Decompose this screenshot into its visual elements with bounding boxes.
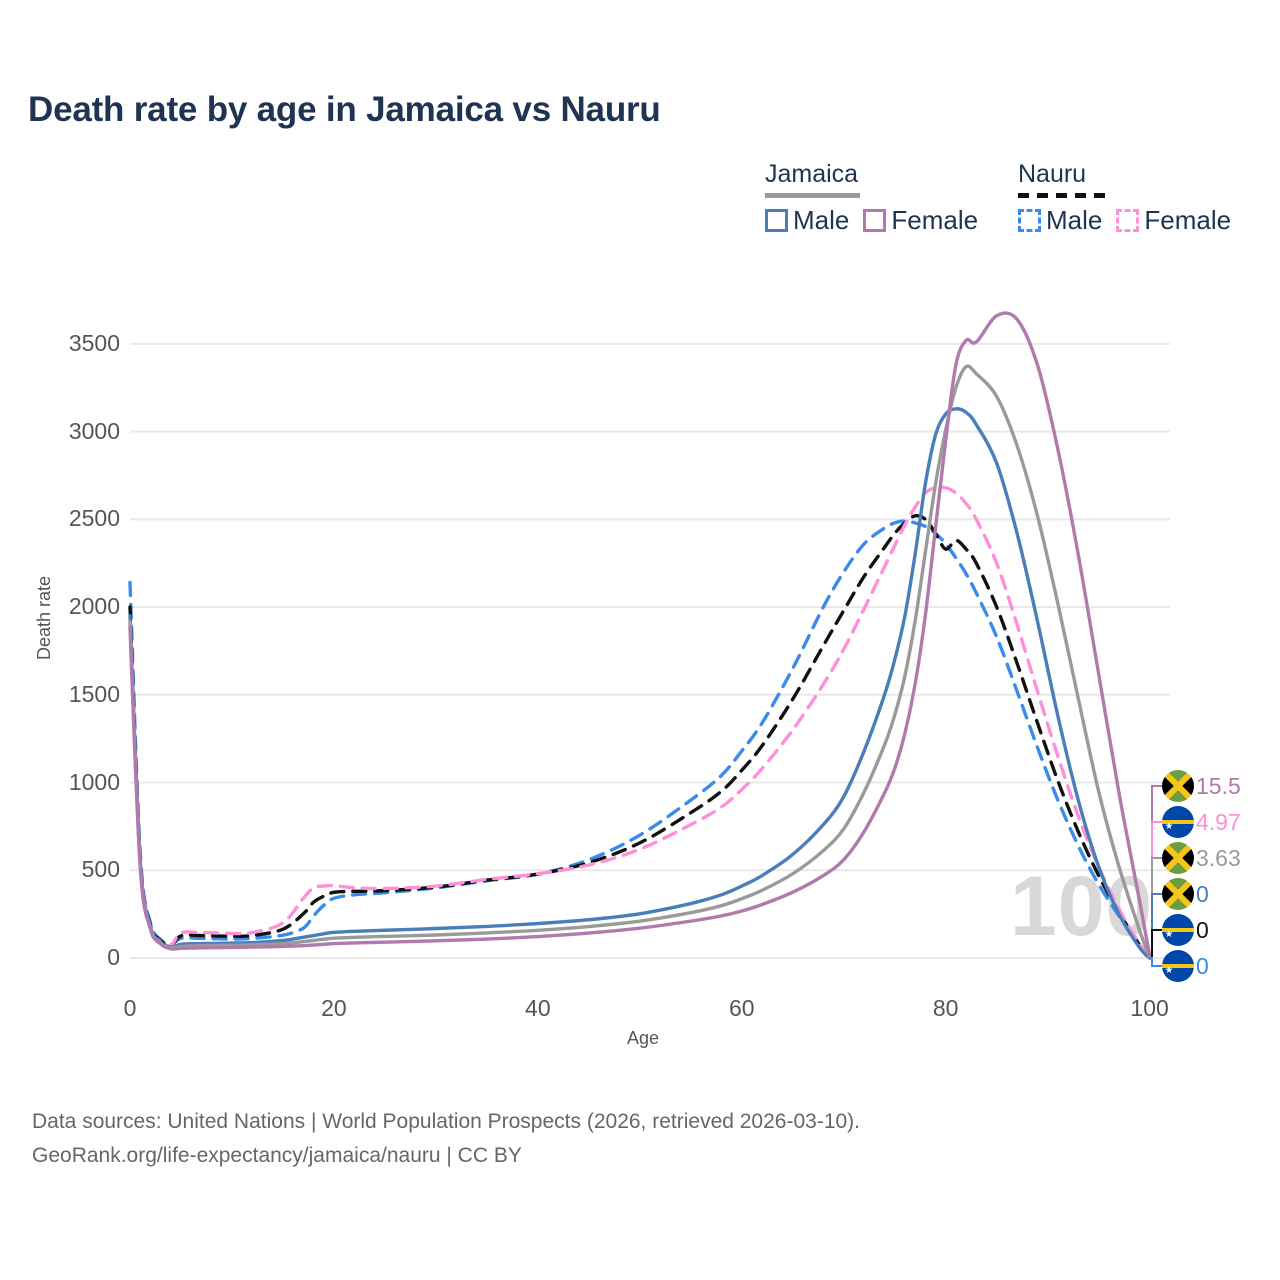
legend-rule-nauru bbox=[1018, 193, 1113, 198]
series-line-nauru-male bbox=[128, 519, 1152, 960]
legend-item-jamaica-female[interactable]: Female bbox=[863, 207, 978, 233]
y-tick-label: 2500 bbox=[68, 505, 120, 532]
endpoint-value: 15.5 bbox=[1196, 772, 1241, 799]
endpoint-leader-line bbox=[1149, 929, 1162, 959]
watermark: 100 bbox=[1010, 859, 1154, 953]
y-tick-label: 3500 bbox=[68, 329, 120, 356]
chart-legend: Jamaica Male Female Nauru Male bbox=[760, 160, 1260, 250]
endpoint-label-row[interactable]: 0 bbox=[1162, 913, 1209, 947]
legend-group-title-jamaica: Jamaica bbox=[765, 160, 859, 188]
endpoint-value: 0 bbox=[1196, 952, 1209, 979]
y-tick-label: 2000 bbox=[68, 593, 120, 620]
legend-swatch-jamaica-female bbox=[863, 208, 887, 232]
jamaica-flag-icon bbox=[1162, 842, 1194, 874]
series-line-jamaica-male bbox=[128, 407, 1152, 960]
footer: Data sources: United Nations | World Pop… bbox=[32, 1105, 860, 1173]
legend-rule-jamaica bbox=[765, 193, 860, 198]
series-line-nauru-total bbox=[128, 513, 1152, 960]
page-title: Death rate by age in Jamaica vs Nauru bbox=[28, 90, 661, 129]
footer-line-attribution: GeoRank.org/life-expectancy/jamaica/naur… bbox=[32, 1144, 522, 1167]
x-axis-title: Age bbox=[627, 1028, 660, 1048]
endpoint-value: 0 bbox=[1196, 916, 1209, 943]
endpoint-label-row[interactable]: 0 bbox=[1162, 877, 1209, 911]
legend-item-jamaica-male[interactable]: Male bbox=[765, 207, 849, 233]
x-tick-label: 80 bbox=[932, 995, 959, 1021]
x-tick-label: 60 bbox=[728, 995, 755, 1021]
legend-group-nauru: Nauru Male Female bbox=[1018, 160, 1231, 233]
x-tick-label: 100 bbox=[1130, 995, 1169, 1021]
legend-label-nauru-male: Male bbox=[1046, 205, 1103, 235]
endpoint-label-row[interactable]: 15.5 bbox=[1162, 769, 1241, 803]
legend-group-jamaica: Jamaica Male Female bbox=[765, 160, 978, 233]
x-tick-label: 20 bbox=[321, 995, 347, 1021]
endpoint-label-row[interactable]: 4.97 bbox=[1162, 805, 1241, 839]
nauru-flag-icon bbox=[1162, 914, 1194, 946]
series-line-nauru-female bbox=[128, 485, 1152, 959]
jamaica-flag-icon bbox=[1162, 770, 1194, 802]
endpoint-leader-line bbox=[1149, 956, 1162, 967]
endpoint-value-labels: 15.5 4.97 3.63 0 0 0 bbox=[1162, 770, 1280, 982]
legend-swatch-jamaica-male bbox=[765, 208, 788, 232]
nauru-flag-icon bbox=[1162, 950, 1194, 982]
jamaica-flag-icon bbox=[1162, 878, 1194, 910]
legend-item-nauru-male[interactable]: Male bbox=[1018, 207, 1102, 233]
legend-label-jamaica-male: Male bbox=[793, 205, 850, 235]
series-line-jamaica-female bbox=[128, 311, 1152, 957]
legend-swatch-nauru-male bbox=[1018, 208, 1041, 232]
endpoint-value: 3.63 bbox=[1196, 844, 1241, 871]
y-tick-label: 1000 bbox=[68, 768, 120, 795]
y-tick-label: 0 bbox=[107, 943, 120, 970]
x-tick-label: 40 bbox=[525, 995, 551, 1021]
y-tick-label: 1500 bbox=[68, 680, 120, 707]
endpoint-value: 4.97 bbox=[1196, 808, 1241, 835]
legend-swatch-nauru-female bbox=[1116, 208, 1140, 232]
legend-label-nauru-female: Female bbox=[1144, 205, 1232, 235]
legend-label-jamaica-female: Female bbox=[891, 205, 979, 235]
endpoint-label-row[interactable]: 3.63 bbox=[1162, 841, 1241, 875]
endpoint-label-row[interactable]: 0 bbox=[1162, 949, 1209, 983]
y-tick-label: 3000 bbox=[68, 417, 120, 444]
x-tick-label: 0 bbox=[123, 995, 137, 1021]
y-tick-label: 500 bbox=[81, 856, 120, 883]
series-line-jamaica-total bbox=[128, 364, 1152, 960]
legend-group-title-nauru: Nauru bbox=[1018, 160, 1087, 188]
footer-line-sources: Data sources: United Nations | World Pop… bbox=[32, 1110, 861, 1133]
endpoint-value: 0 bbox=[1196, 880, 1209, 907]
legend-item-nauru-female[interactable]: Female bbox=[1116, 207, 1231, 233]
nauru-flag-icon bbox=[1162, 806, 1194, 838]
